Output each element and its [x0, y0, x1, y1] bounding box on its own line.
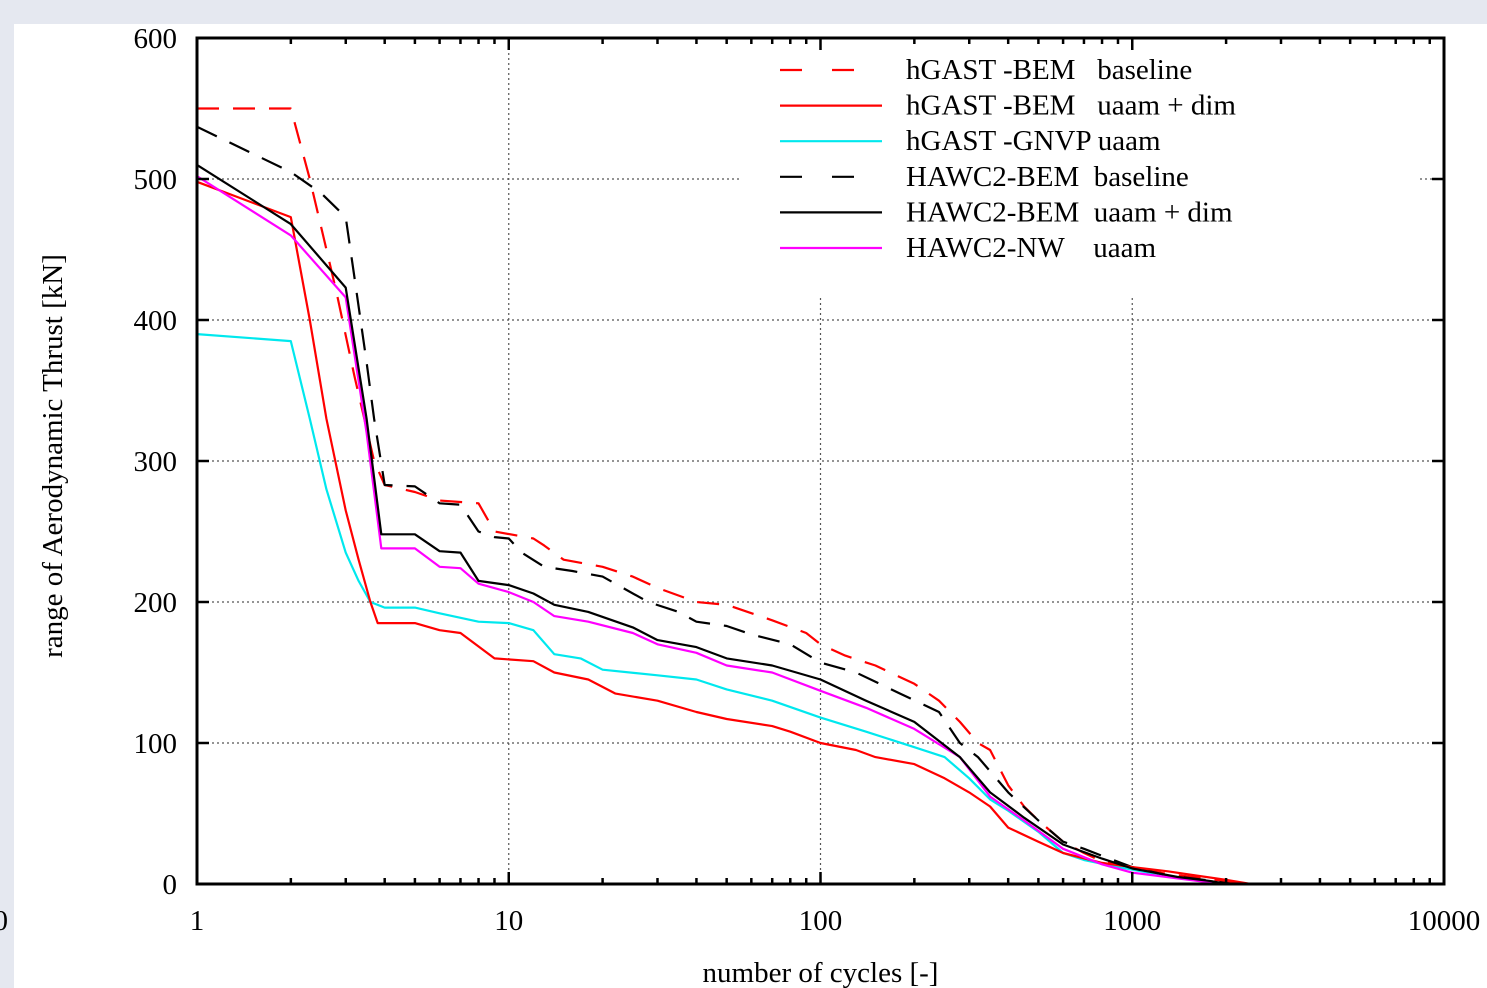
legend-label: hGAST -GNVP uaam	[906, 125, 1161, 157]
y-tick-label: 400	[134, 305, 178, 337]
x-tick-label: 10000	[1408, 905, 1481, 937]
left-background-strip	[0, 24, 14, 988]
legend-label: HAWC2-BEM uaam + dim	[906, 196, 1233, 228]
grid-lines	[197, 38, 1444, 884]
top-background-strip	[0, 0, 1487, 24]
x-axis-label: number of cycles [-]	[703, 957, 939, 988]
y-tick-label: 200	[134, 587, 178, 619]
stray-left-label: 0	[0, 905, 8, 937]
y-tick-label: 0	[163, 869, 178, 901]
y-tick-label: 500	[134, 164, 178, 196]
legend-label: hGAST -BEM baseline	[906, 54, 1192, 86]
series-layer	[196, 107, 1251, 886]
legend-label: HAWC2-NW uaam	[906, 232, 1156, 264]
x-tick-label: 1000	[1103, 905, 1161, 937]
legend-label: HAWC2-BEM baseline	[906, 161, 1189, 193]
y-tick-label: 600	[134, 23, 178, 55]
x-tick-label: 1	[190, 905, 205, 937]
legend: hGAST -BEM baseline hGAST -BEM uaam + dim…	[780, 54, 1236, 264]
x-tick-label: 100	[799, 905, 843, 937]
tick-labels: 0 100 200 300 400 500 600 1 10 100 1000 10000	[134, 23, 1481, 937]
axis-ticks	[195, 36, 1444, 886]
y-tick-label: 300	[134, 446, 178, 478]
legend-label: hGAST -BEM uaam + dim	[906, 90, 1236, 122]
x-tick-label: 10	[494, 905, 523, 937]
plot-frame	[195, 36, 1446, 886]
series-line-4	[196, 163, 1227, 886]
series-line-3	[196, 125, 1233, 886]
series-line-5	[196, 175, 1227, 886]
y-tick-label: 100	[134, 728, 178, 760]
y-axis-label: range of Aerodynamic Thrust [kN]	[37, 254, 69, 658]
series-line-2	[196, 333, 1227, 886]
left-gap	[14, 24, 34, 988]
series-line-1	[196, 180, 1251, 886]
